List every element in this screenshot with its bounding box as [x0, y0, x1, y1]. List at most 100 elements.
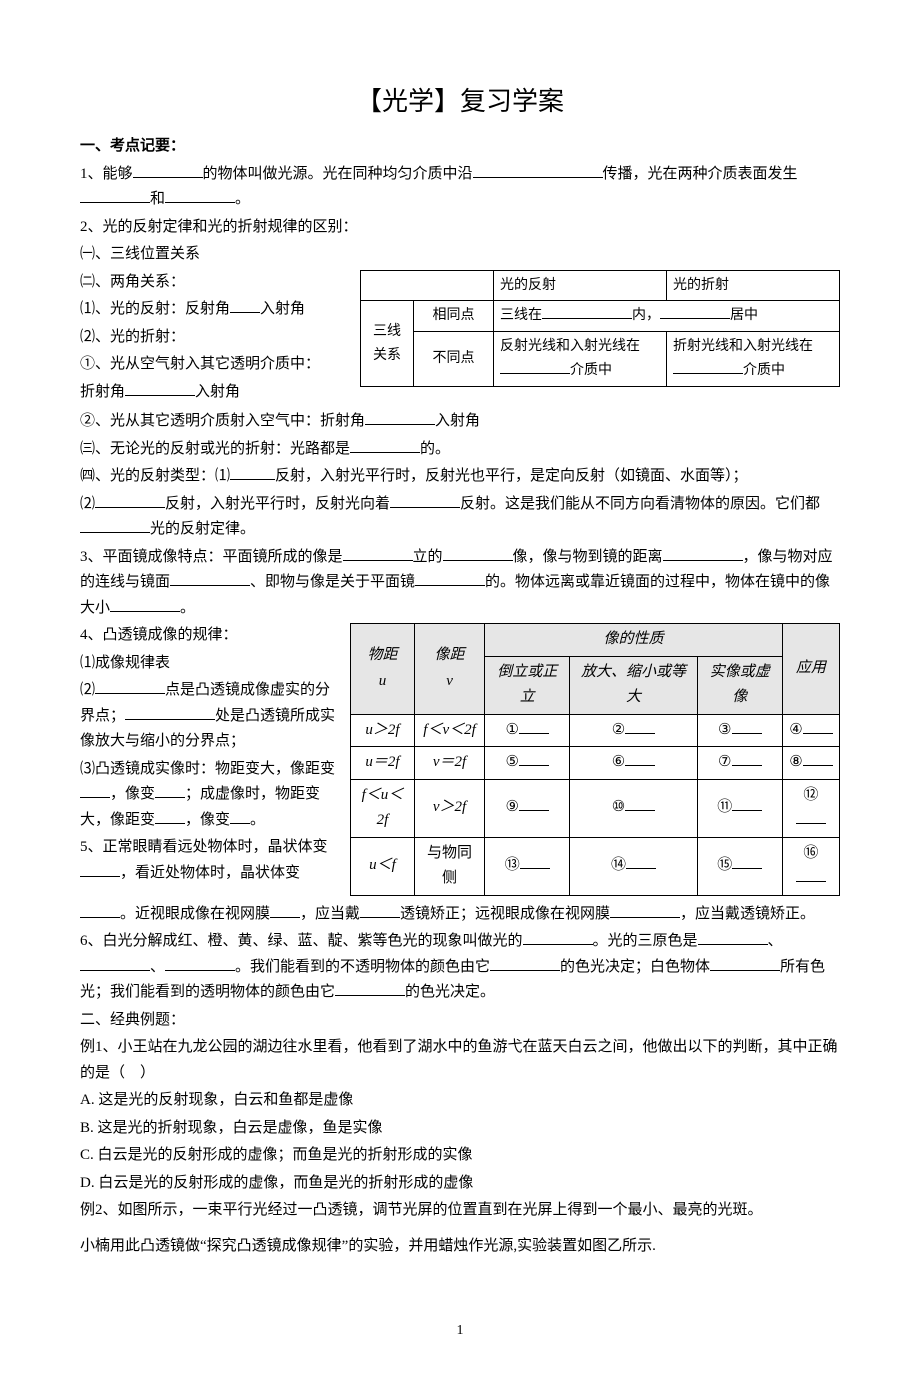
p17-d: ，应当戴 [300, 906, 360, 922]
blank [625, 718, 655, 734]
example-2: 例2、如图所示，一束平行光经过一凸透镜，调节光屏的位置直到在光屏上得到一个最小、… [80, 1198, 840, 1224]
circ-9: ⑨ [505, 795, 518, 821]
p10-b: 反射，入射光平行时，反射光也平行，是定向反射（如镜面、水面等）； [275, 468, 748, 484]
example-2b: 小楠用此凸透镜做“探究凸透镜成像规律”的实验，并用蜡烛作光源,实验装置如图乙所示… [80, 1234, 840, 1260]
t1-dr-b: 介质中 [570, 363, 612, 378]
lens-r3-u: f＜u＜2f [351, 779, 415, 837]
p18-d: 、 [150, 959, 165, 975]
blank [625, 795, 655, 811]
p16-a: ⑶凸透镜成实像时：物距变大，像距变 [80, 761, 335, 777]
lens-r2-v: v＝2f [414, 747, 484, 780]
blank [803, 718, 833, 734]
point-1: 1、能够的物体叫做光源。光在同种均匀介质中沿传播，光在两种介质表面发生和。 [80, 162, 840, 213]
blank [519, 750, 549, 766]
lens-c12: ⑫ [782, 779, 839, 837]
t1-dr-a: 反射光线和入射光线在 [500, 339, 640, 354]
blank [390, 492, 460, 508]
circ-5: ⑤ [505, 750, 518, 776]
p7b-b: 入射角 [195, 384, 240, 400]
lens-c5: ⑤ [485, 747, 570, 780]
lens-table: 物距 u 像距 v 像的性质 应用 倒立或正立 放大、缩小或等大 实像或虚像 u… [350, 623, 840, 896]
lens-r2-u: u＝2f [351, 747, 415, 780]
blank [133, 162, 203, 178]
blank [523, 929, 593, 945]
p11-d: 光的反射定律。 [150, 521, 255, 537]
circ-1: ① [505, 718, 518, 744]
p16-d: ，像变 [185, 812, 230, 828]
p17-b: ，看近处物体时，晶状体变 [120, 865, 300, 881]
circ-2: ② [612, 718, 625, 744]
example-1-d: D. 白云是光的反射形成的虚像，而鱼是光的折射形成的虚像 [80, 1171, 840, 1197]
blank [125, 380, 195, 396]
p18-c: 、 [768, 933, 783, 949]
blank [165, 955, 235, 971]
point-2-3: ㈢、无论光的反射或光的折射：光路都是的。 [80, 437, 840, 463]
p12-a: 3、平面镜成像特点：平面镜所成的像是 [80, 549, 343, 565]
t1-diff: 不同点 [414, 332, 494, 387]
lens-r1-v: f＜v＜2f [414, 714, 484, 747]
blank [110, 596, 180, 612]
blank [350, 437, 420, 453]
lens-c8: ⑧ [782, 747, 839, 780]
circ-4: ④ [789, 718, 802, 744]
page-number: 1 [80, 1319, 840, 1343]
blank [365, 409, 435, 425]
p7b-a: 折射角 [80, 384, 125, 400]
lens-c11: ⑪ [697, 779, 782, 837]
lens-h-u-txt: 物距 [367, 647, 397, 663]
blank [673, 359, 743, 374]
p10-a: ㈣、光的反射类型：⑴ [80, 468, 230, 484]
p17-f: ，应当戴透镜矫正。 [680, 906, 815, 922]
lens-h-orient: 倒立或正立 [485, 656, 570, 714]
blank [803, 750, 833, 766]
lens-r4-v: 与物同侧 [414, 837, 484, 895]
p1-b: 的物体叫做光源。光在同种均匀介质中沿 [203, 166, 473, 182]
three-line-table: 光的反射 光的折射 三线关系 相同点 三线在内，居中 不同点 反射光线和入射光线… [360, 270, 840, 387]
circ-15: ⑮ [717, 853, 732, 879]
example-1-c: C. 白云是光的反射形成的虚像；而鱼是光的折射形成的实像 [80, 1143, 840, 1169]
blank [80, 861, 120, 877]
p17-c: 。近视眼成像在视网膜 [120, 906, 270, 922]
blank [660, 304, 730, 319]
point-2-4b: ⑵反射，入射光平行时，反射光向着反射。这是我们能从不同方向看清物体的原因。它们都… [80, 492, 840, 543]
page-title: 【光学】复习学案 [80, 80, 840, 124]
blank [698, 929, 768, 945]
lens-c3: ③ [697, 714, 782, 747]
p17-e: 透镜矫正；远视眼成像在视网膜 [400, 906, 610, 922]
t1-diff-reflect: 反射光线和入射光线在介质中 [494, 332, 667, 387]
p17-a: 5、正常眼睛看远处物体时，晶状体变 [80, 839, 328, 855]
blank [625, 750, 655, 766]
circ-10: ⑩ [612, 795, 625, 821]
p18-a: 6、白光分解成红、橙、黄、绿、蓝、靛、紫等色光的现象叫做光的 [80, 933, 523, 949]
circ-6: ⑥ [612, 750, 625, 776]
p9-a: ㈢、无论光的反射或光的折射：光路都是 [80, 441, 350, 457]
t1-empty [361, 270, 494, 301]
lens-h-group: 像的性质 [485, 624, 783, 657]
p12-e: 、即物与像是关于平面镜 [250, 574, 415, 590]
lens-r1-u: u＞2f [351, 714, 415, 747]
p16-e: 。 [250, 812, 265, 828]
blank [520, 853, 550, 869]
t1-same-b: 内， [632, 308, 660, 323]
example-1-a: A. 这是光的反射现象，白云和鱼都是虚像 [80, 1088, 840, 1114]
p1-d: 和 [150, 191, 165, 207]
t1-df-b: 介质中 [743, 363, 785, 378]
lens-h-u: 物距 u [351, 624, 415, 715]
p18-h: 的色光决定。 [405, 984, 495, 1000]
blank [519, 718, 549, 734]
lens-h-v: 像距 v [414, 624, 484, 715]
p8-b: 入射角 [435, 413, 480, 429]
t1-same: 相同点 [414, 301, 494, 332]
blank [732, 750, 762, 766]
lens-h-v-sym: v [446, 673, 453, 689]
blank [155, 808, 185, 824]
p8-a: ②、光从其它透明介质射入空气中：折射角 [80, 413, 365, 429]
blank [170, 570, 250, 586]
blank [343, 545, 413, 561]
t1-diff-refract: 折射光线和入射光线在介质中 [667, 332, 840, 387]
lens-h-v-txt: 像距 [435, 647, 465, 663]
blank [626, 853, 656, 869]
t1-same-a: 三线在 [500, 308, 542, 323]
blank [230, 297, 260, 313]
circ-14: ⑭ [611, 853, 626, 879]
